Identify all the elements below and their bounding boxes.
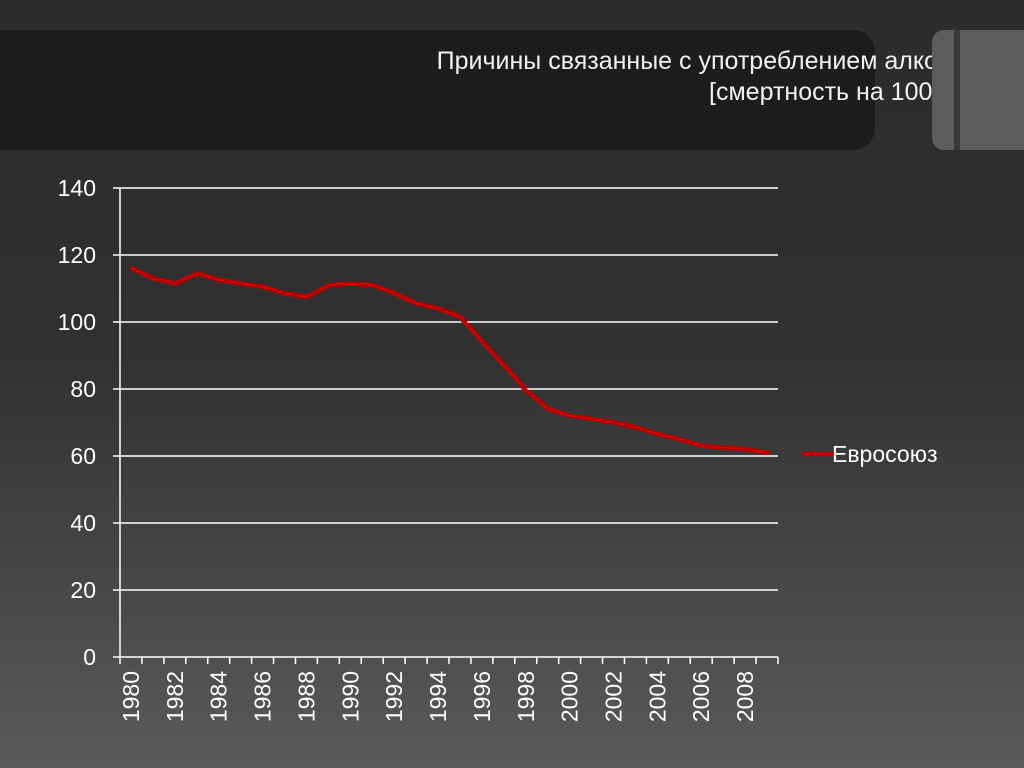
x-tick-label: 2002 [601,671,627,722]
x-tick-label: 1998 [513,671,539,722]
legend: Евросоюз [801,441,938,467]
y-tick-label: 20 [70,577,96,603]
y-tick-label: 40 [70,510,96,536]
y-tick-label: 140 [58,175,96,201]
axes [113,187,779,664]
y-tick-label: 120 [58,242,96,268]
x-tick-label: 1984 [206,671,232,722]
side-decoration-stripe [954,30,960,150]
x-tick-label: 1986 [250,671,276,722]
x-tick-label: 1980 [118,671,144,722]
series-line-0 [128,266,770,455]
y-tick-labels: 0 20 40 60 80 100 120 140 [58,175,96,670]
x-tick-label: 1990 [337,671,363,722]
title-banner [0,30,875,150]
chart-title-line-1: Причины связанные с употреблением алкого… [436,47,988,75]
x-tick-label: 1988 [293,671,319,722]
x-tick-label: 2008 [732,671,758,722]
x-tick-label: 1996 [469,671,495,722]
series-lines [128,266,770,455]
x-tick-label: 1994 [425,671,451,722]
x-tick-labels: 1980 1982 1984 1986 1988 1990 1992 1994 1996 1998… [118,671,758,722]
y-tick-label: 0 [83,644,96,670]
grid-lines [120,187,778,591]
x-tick-label: 2004 [644,671,670,722]
x-tick-label: 1992 [381,671,407,722]
y-tick-label: 60 [70,443,96,469]
legend-label: Евросоюз [832,441,938,467]
x-tick-label: 2006 [688,671,714,722]
x-tick-label: 2000 [557,671,583,722]
y-tick-label: 80 [70,376,96,402]
y-tick-label: 100 [58,309,96,335]
side-decoration-tab [932,30,1024,150]
x-tick-label: 1982 [162,671,188,722]
